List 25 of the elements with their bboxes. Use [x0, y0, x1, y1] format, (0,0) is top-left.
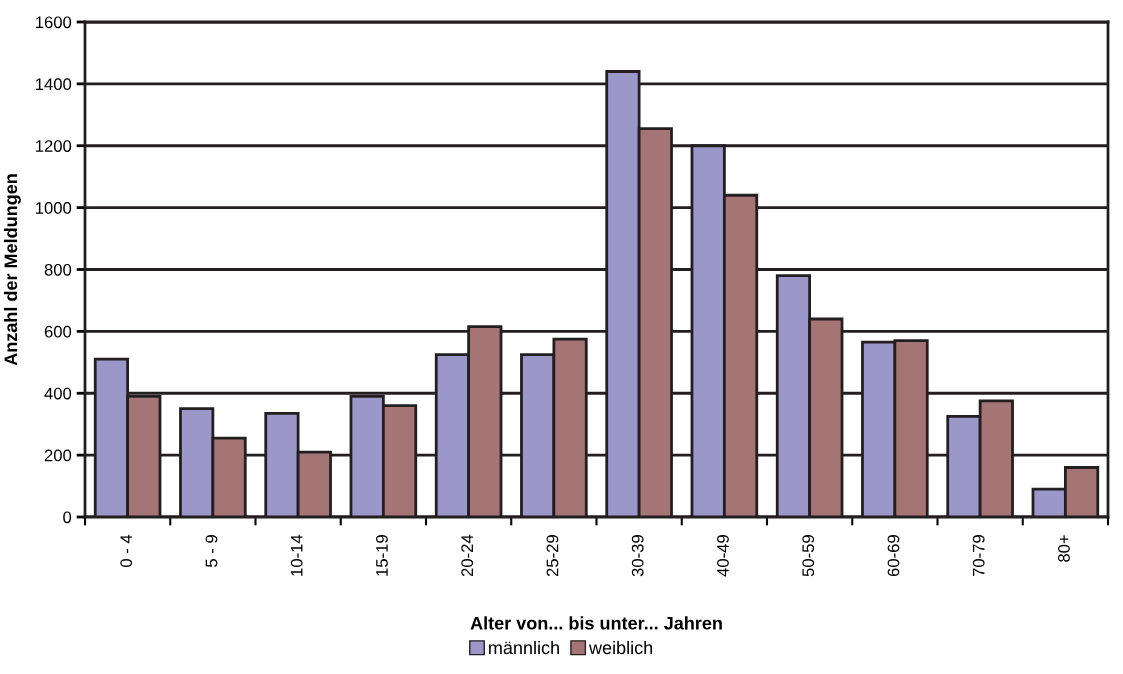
- x-tick-label: 40-49: [717, 535, 729, 577]
- y-tick-label: 1400: [36, 78, 72, 91]
- x-axis-title: Alter von... bis unter... Jahren: [470, 616, 722, 630]
- legend-label: männlich: [489, 640, 559, 655]
- x-tick-label: 50-59: [802, 535, 815, 577]
- y-tick-label: 200: [44, 449, 72, 462]
- x-tick-label: 10-14: [290, 534, 303, 576]
- legend-label: weiblich: [588, 640, 653, 655]
- x-tick-label: 80+: [1058, 535, 1070, 562]
- x-tick-label: 25-29: [546, 535, 559, 577]
- y-tick-label: 1600: [36, 16, 72, 29]
- x-tick-label: 15-19: [376, 535, 388, 576]
- x-tick-label: 20-24: [461, 534, 474, 577]
- y-tick-label: 400: [44, 387, 72, 400]
- x-tick-label: 0 - 4: [120, 534, 133, 568]
- y-axis-title: Anzahl der Meldungen: [3, 174, 21, 366]
- x-tick-label: 60-69: [887, 535, 900, 577]
- y-tick-label: 1200: [36, 140, 72, 152]
- y-tick-label: 1000: [36, 202, 72, 214]
- x-tick-label: 30-39: [631, 535, 644, 577]
- y-tick-label: 600: [44, 325, 72, 338]
- y-tick-label: 800: [44, 263, 72, 276]
- x-tick-label: 70-79: [972, 535, 985, 577]
- y-tick-label: 0: [63, 511, 72, 524]
- x-tick-label: 5 - 9: [205, 535, 218, 567]
